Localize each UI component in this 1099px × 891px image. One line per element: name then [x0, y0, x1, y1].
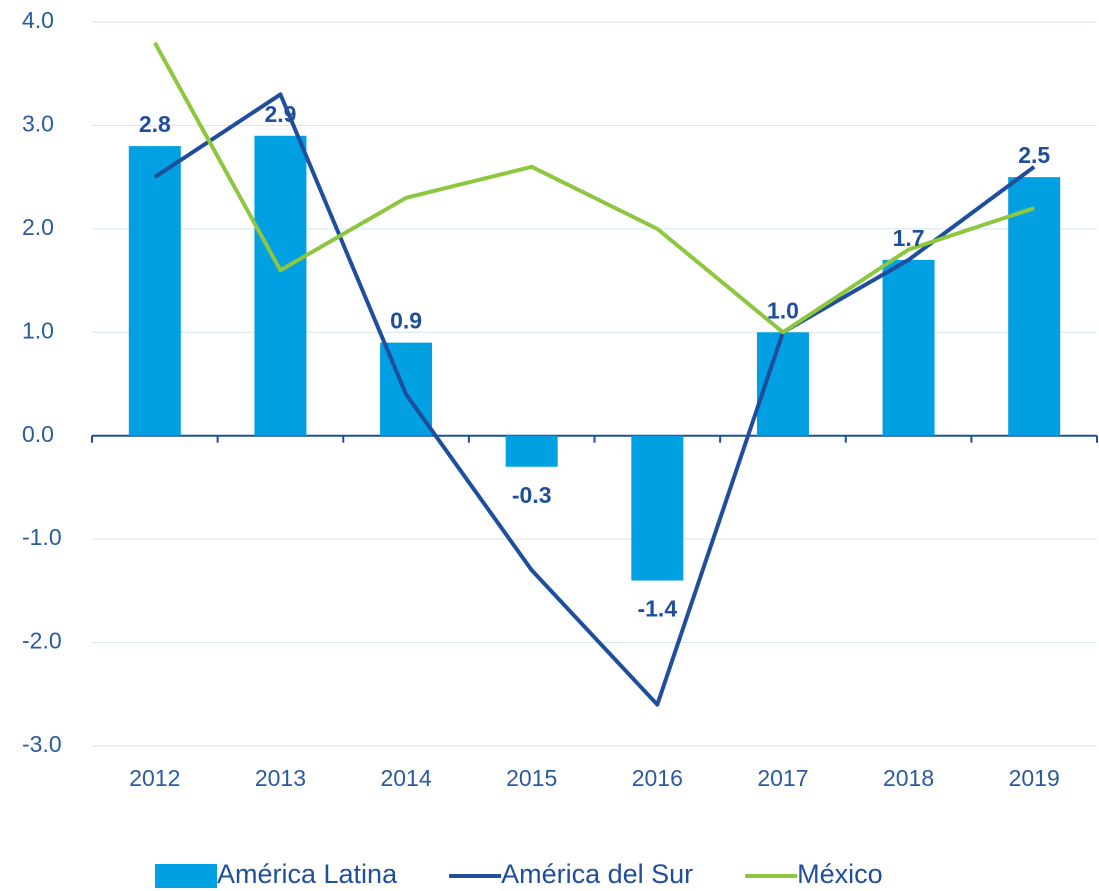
y-tick-label: 4.0 — [22, 7, 54, 33]
data-label: -0.3 — [512, 482, 552, 508]
x-tick-label: 2018 — [883, 765, 934, 791]
bar — [882, 259, 935, 436]
y-tick-label: -2.0 — [22, 628, 62, 654]
line-series — [153, 92, 1036, 707]
x-tick-label: 2012 — [129, 765, 180, 791]
data-label: 1.0 — [767, 297, 799, 323]
bar — [128, 146, 181, 436]
data-label: 2.9 — [264, 101, 296, 127]
bar — [631, 435, 684, 581]
bar — [505, 435, 558, 467]
legend-label: México — [797, 859, 883, 889]
y-tick-label: -3.0 — [22, 731, 62, 757]
legend-label: América Latina — [217, 859, 398, 889]
data-label: 1.7 — [893, 225, 925, 251]
data-label: 2.8 — [139, 111, 171, 137]
x-tick-label: 2017 — [757, 765, 808, 791]
x-tick-label: 2019 — [1009, 765, 1060, 791]
line-series — [153, 41, 1035, 335]
y-tick-label: -1.0 — [22, 524, 62, 550]
y-tick-label: 0.0 — [22, 421, 54, 447]
x-tick-label: 2014 — [380, 765, 431, 791]
data-label: 2.5 — [1018, 142, 1050, 168]
y-tick-label: 3.0 — [22, 111, 54, 137]
y-tick-label: 2.0 — [22, 214, 54, 240]
y-tick-label: 1.0 — [22, 317, 54, 343]
bar — [254, 135, 307, 436]
data-label: -1.4 — [637, 596, 677, 622]
bar — [1008, 177, 1061, 436]
x-tick-label: 2016 — [632, 765, 683, 791]
x-tick-label: 2015 — [506, 765, 557, 791]
data-label: 0.9 — [390, 308, 422, 334]
legend-swatch — [155, 864, 217, 888]
x-tick-label: 2013 — [255, 765, 306, 791]
legend-label: América del Sur — [501, 859, 693, 889]
